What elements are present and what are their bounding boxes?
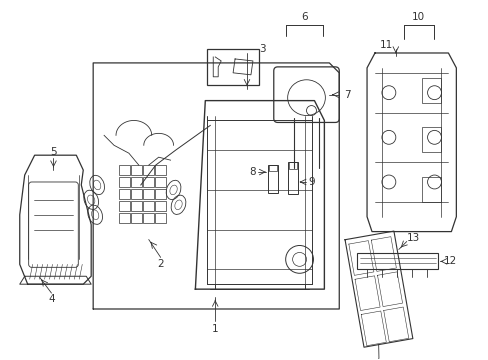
Bar [119, 201, 130, 211]
Text: 4: 4 [48, 294, 55, 304]
Bar [142, 201, 153, 211]
Bar [131, 201, 142, 211]
Bar [356, 253, 438, 269]
Bar [131, 165, 142, 175]
Bar [154, 177, 165, 187]
Text: 3: 3 [259, 44, 265, 54]
Bar [131, 213, 142, 223]
Bar [288, 162, 296, 169]
Bar [421, 127, 441, 152]
Text: 13: 13 [406, 233, 420, 243]
Bar [142, 165, 153, 175]
Text: 10: 10 [411, 12, 425, 22]
Bar [142, 213, 153, 223]
Bar [154, 201, 165, 211]
Bar [131, 189, 142, 199]
Text: 2: 2 [157, 259, 163, 269]
Bar [119, 189, 130, 199]
Bar [154, 213, 165, 223]
Text: 9: 9 [307, 177, 314, 187]
Text: 12: 12 [443, 256, 456, 266]
Text: 7: 7 [343, 90, 350, 100]
Bar [131, 177, 142, 187]
Bar [421, 177, 441, 202]
Bar [268, 165, 276, 171]
Bar [421, 78, 441, 103]
Bar [207, 49, 258, 85]
Text: 6: 6 [301, 12, 307, 22]
Bar [287, 162, 297, 194]
Text: 1: 1 [211, 324, 218, 334]
Text: 5: 5 [50, 147, 57, 157]
Bar [142, 177, 153, 187]
Bar [154, 165, 165, 175]
Bar [142, 189, 153, 199]
Bar [119, 177, 130, 187]
Bar [154, 189, 165, 199]
Bar [119, 165, 130, 175]
Text: 8: 8 [249, 167, 256, 177]
Bar [119, 213, 130, 223]
Bar [267, 165, 277, 193]
Text: 11: 11 [380, 40, 393, 50]
